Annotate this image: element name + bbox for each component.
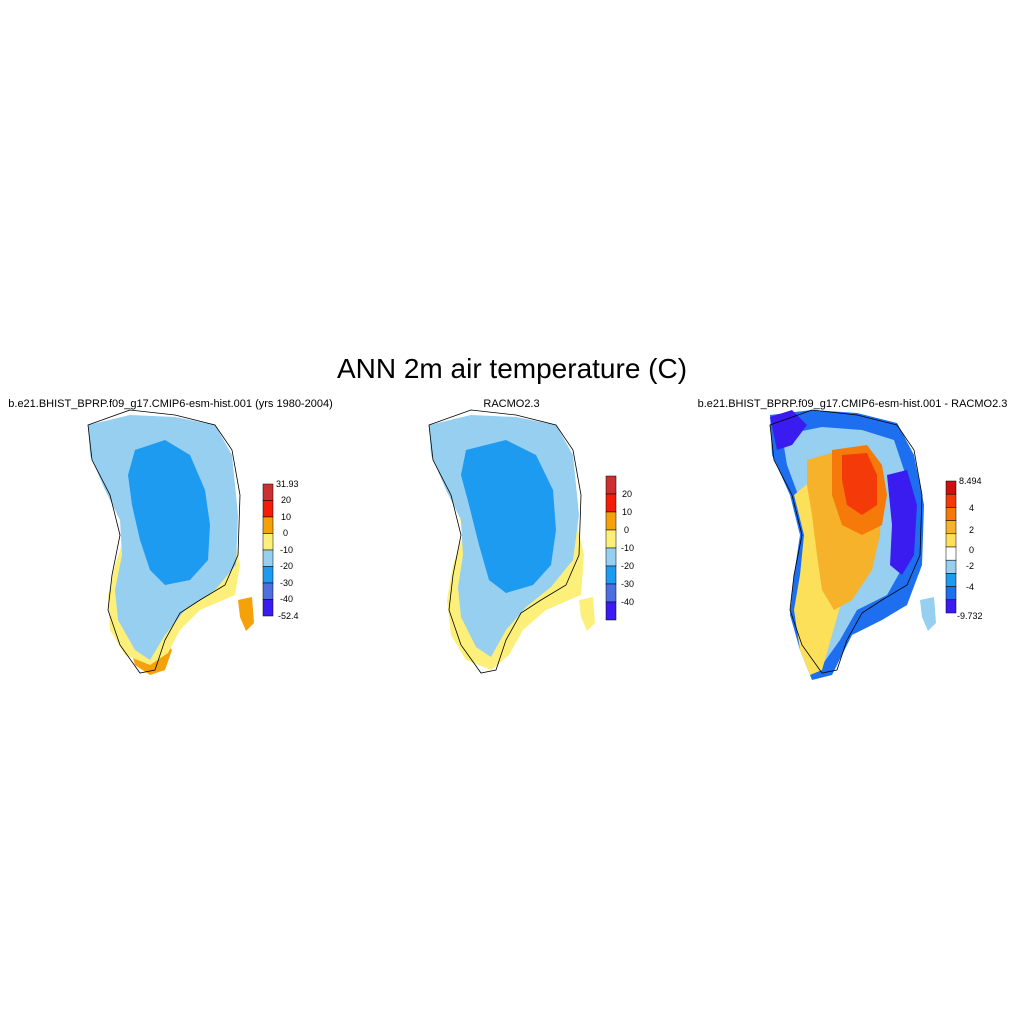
- region-island: [579, 597, 595, 631]
- colorbar-swatch: [945, 520, 957, 535]
- colorbar-label: -52.4: [278, 611, 299, 621]
- colorbar-swatch: [605, 547, 617, 567]
- colorbar-label: 10: [281, 512, 291, 522]
- colorbar-swatch: [605, 493, 617, 513]
- colorbar-swatch: [262, 582, 274, 600]
- colorbar-label: 4: [969, 503, 974, 513]
- region-deepblue-east: [887, 470, 917, 575]
- colorbar-swatch: [945, 546, 957, 561]
- colorbar-swatch: [605, 475, 617, 495]
- colorbar-label: 8.494: [959, 476, 982, 486]
- colorbar-swatch: [945, 559, 957, 574]
- map-difference: 8.494 4 2 0 -2 -4 -9.732: [769, 409, 983, 680]
- panel-title: b.e21.BHIST_BPRP.f09_g17.CMIP6-esm-hist.…: [8, 398, 333, 410]
- colorbar-reference: 20 10 0 -10 -20 -30 -40: [605, 475, 634, 621]
- region-ice-interior: [128, 440, 210, 585]
- colorbar-swatch: [262, 500, 274, 518]
- colorbar-label: -40: [621, 597, 634, 607]
- colorbar-label: -40: [280, 594, 293, 604]
- colorbar-swatch: [605, 511, 617, 531]
- colorbar-swatch: [945, 507, 957, 521]
- panel-reference: RACMO2.3 20 10 0 -10 -20 -30 -40: [341, 395, 682, 705]
- colorbar-swatch: [262, 599, 274, 617]
- colorbar-swatch: [262, 549, 274, 567]
- region-island: [920, 597, 936, 631]
- colorbar-swatch: [605, 601, 617, 621]
- coastline: [87, 409, 241, 674]
- colorbar-label: 2: [969, 525, 974, 535]
- coastline: [769, 409, 923, 674]
- colorbar-label: -20: [621, 561, 634, 571]
- colorbar-label: 0: [283, 528, 288, 538]
- colorbar-swatch: [605, 529, 617, 549]
- panel-title: b.e21.BHIST_BPRP.f09_g17.CMIP6-esm-hist.…: [697, 398, 1008, 410]
- colorbar-label: 0: [624, 525, 629, 535]
- region-ice-interior: [461, 440, 556, 593]
- region-red-core: [842, 453, 877, 515]
- colorbar-difference: 8.494 4 2 0 -2 -4 -9.732: [945, 476, 983, 621]
- colorbar-label: -9.732: [957, 611, 983, 621]
- colorbar-label: -10: [280, 545, 293, 555]
- greenland-map-model: [87, 409, 254, 675]
- colorbar-swatch: [945, 599, 957, 614]
- colorbar-swatch: [945, 586, 957, 601]
- colorbar-swatch: [262, 566, 274, 584]
- figure-title: ANN 2m air temperature (C): [336, 353, 688, 384]
- panel-difference: b.e21.BHIST_BPRP.f09_g17.CMIP6-esm-hist.…: [682, 395, 1023, 705]
- colorbar-swatch: [262, 516, 274, 534]
- colorbar-swatch: [945, 573, 957, 587]
- colorbar-label: -30: [280, 578, 293, 588]
- map-model: 31.93 20 10 0 -10 -20 -30 -40 -52.4: [87, 409, 299, 675]
- colorbar-label: 20: [281, 495, 291, 505]
- coastline: [428, 409, 582, 674]
- colorbar-label: -20: [280, 561, 293, 571]
- colorbar-label: 0: [969, 545, 974, 555]
- colorbar-label: -10: [621, 543, 634, 553]
- panel-model: b.e21.BHIST_BPRP.f09_g17.CMIP6-esm-hist.…: [0, 395, 341, 705]
- colorbar-swatch: [605, 565, 617, 585]
- panel-title: RACMO2.3: [483, 398, 540, 410]
- region-deepblue-northwest: [770, 410, 807, 450]
- colorbar-label: 31.93: [276, 479, 299, 489]
- colorbar-label: -30: [621, 579, 634, 589]
- colorbar-swatch: [605, 583, 617, 603]
- colorbar-swatch: [945, 480, 957, 495]
- colorbar-model: 31.93 20 10 0 -10 -20 -30 -40 -52.4: [262, 479, 299, 621]
- colorbar-label: -4: [966, 582, 974, 592]
- region-island: [238, 597, 254, 631]
- greenland-map-difference: [769, 409, 936, 680]
- colorbar-label: -2: [966, 561, 974, 571]
- greenland-map-reference: [428, 409, 595, 674]
- map-reference: 20 10 0 -10 -20 -30 -40: [428, 409, 634, 674]
- colorbar-label: 10: [622, 507, 632, 517]
- colorbar-swatch: [945, 493, 957, 508]
- colorbar-swatch: [262, 533, 274, 551]
- colorbar-label: 20: [622, 489, 632, 499]
- colorbar-swatch: [262, 483, 274, 501]
- colorbar-swatch: [945, 533, 957, 548]
